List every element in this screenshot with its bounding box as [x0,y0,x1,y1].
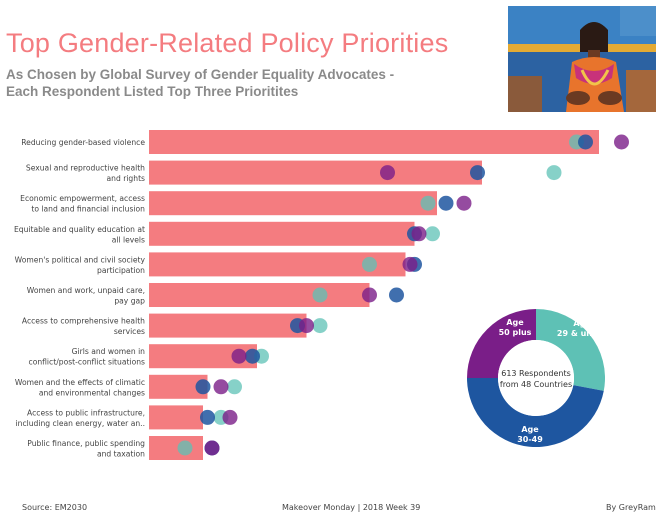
footer-author: By GreyRam [606,503,656,512]
age-dot-50-plus [402,256,418,272]
donut-label-30-49-2: 30-49 [517,435,543,444]
age-dot-50-plus [614,134,629,150]
donut-label-50-plus-2: 50 plus [499,328,532,337]
age-dot-30-49 [245,348,260,364]
age-dot-29-under [425,226,440,242]
age-dot-29-under [546,165,562,181]
category-label: Public finance, public spending [27,439,145,448]
age-dot-50-plus [231,348,247,364]
category-label: and taxation [97,450,145,459]
category-label: and environmental changes [39,388,145,397]
category-label: services [114,327,145,336]
age-dot-29-under [420,195,436,211]
age-dot-30-49 [438,195,454,211]
donut-label-30-49-1: Age [521,425,539,434]
age-dot-50-plus [213,379,229,395]
age-dots-group [177,134,629,456]
chart-title: Top Gender-Related Policy Priorities [6,28,449,58]
donut-hole [498,340,574,416]
woman-photo-illustration [508,6,656,112]
priority-bar [149,436,203,460]
category-label: and rights [107,174,146,183]
priority-bar [149,191,437,216]
age-dot-29-under [227,379,242,395]
donut-slices-group [467,309,605,447]
category-label: pay gap [114,297,145,306]
donut-center-label-1: 613 Respondents [501,369,571,378]
age-dot-29-under [177,440,193,456]
category-label: participation [97,266,145,275]
donut-label-29-under-1: Age [573,319,591,328]
category-label: including clean energy, water an.. [16,419,145,428]
priority-bar [149,130,599,154]
category-label: Equitable and quality education at [14,225,145,234]
category-label: Reducing gender-based violence [21,138,145,147]
category-label: Women and work, unpaid care, [27,286,145,295]
priority-bar [149,160,482,185]
category-label: to land and financial inclusion [31,205,145,214]
age-dot-29-under [312,287,328,303]
age-dot-50-plus [204,440,220,456]
header-photo [508,6,656,112]
subtitle-line-1: As Chosen by Global Survey of Gender Equ… [6,67,395,82]
age-dot-29-under [312,318,328,334]
priority-bar [149,221,415,246]
bars-group [149,130,599,460]
age-dot-50-plus [222,409,238,425]
priority-bar [149,405,203,430]
priority-bar [149,313,307,338]
category-label: Women's political and civil society [15,255,146,264]
category-label: Access to comprehensive health [22,317,145,326]
age-dot-30-49 [389,287,404,303]
age-dot-30-49 [578,134,593,150]
category-labels-group: Reducing gender-based violence Sexual and… [14,138,146,459]
age-donut-chart: 613 Respondents from 48 Countries Age 29… [467,309,606,447]
category-label: Economic empowerment, access [20,194,145,203]
category-label: Women and the effects of climatic [15,378,145,387]
age-dot-30-49 [200,409,215,425]
donut-slice-29-under [536,309,605,391]
category-label: Girls and women in [72,347,146,356]
category-label: conflict/post-conflict situations [29,358,146,367]
chart-subtitle: As Chosen by Global Survey of Gender Equ… [6,66,394,100]
age-dot-50-plus [362,287,377,303]
donut-slice-50-plus [467,309,536,378]
age-dot-50-plus [456,195,472,211]
footer-source: Source: EM2030 [22,503,88,512]
age-dot-30-49 [195,379,211,395]
donut-label-29-under-2: 29 & under [557,329,606,338]
donut-label-50-plus-1: Age [506,318,524,327]
age-dot-30-49 [470,165,485,181]
footer-event: Makeover Monday | 2018 Week 39 [282,503,421,512]
category-label: Sexual and reproductive health [26,164,145,173]
age-dot-50-plus [299,318,314,334]
category-label: all levels [112,235,145,244]
category-label: Access to public infrastructure, [27,408,145,417]
age-dot-50-plus [411,226,427,242]
priority-bar [149,283,370,307]
donut-center-label-2: from 48 Countries [500,380,572,389]
age-dot-29-under [362,256,377,272]
age-dot-50-plus [380,165,395,181]
donut-slice-30-49 [467,378,604,447]
subtitle-line-2: Each Respondent Listed Top Three Priorit… [6,84,299,99]
